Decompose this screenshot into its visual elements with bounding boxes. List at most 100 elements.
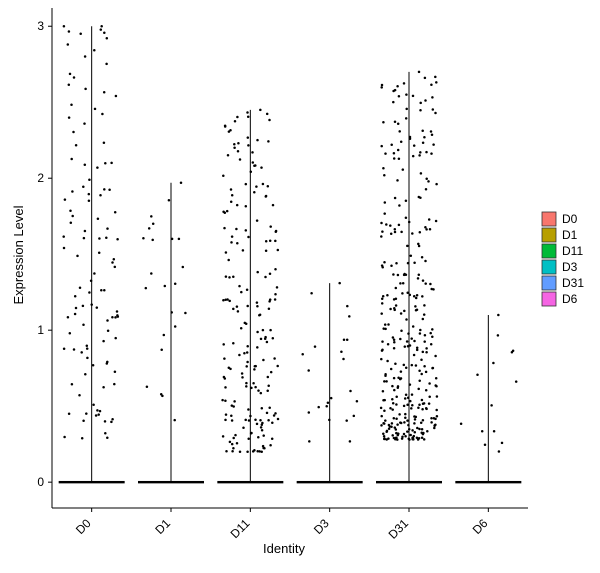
point-d31 <box>424 226 427 229</box>
legend-label-d1: D1 <box>562 228 578 242</box>
point-d0 <box>113 265 117 269</box>
point-d31 <box>413 422 416 425</box>
point-d31 <box>434 423 437 427</box>
point-d31 <box>397 432 400 436</box>
point-d31 <box>397 223 401 227</box>
point-d31 <box>418 231 422 234</box>
point-d31 <box>422 313 426 316</box>
point-d11 <box>266 375 270 379</box>
point-d11 <box>254 364 257 368</box>
point-d0 <box>105 62 108 66</box>
point-d31 <box>394 286 398 290</box>
point-d31 <box>402 432 406 436</box>
point-d11 <box>246 360 249 364</box>
point-d11 <box>229 128 232 132</box>
point-d31 <box>397 157 401 160</box>
x-tick-label: D11 <box>228 516 253 541</box>
point-d31 <box>419 196 422 199</box>
point-d0 <box>72 76 76 79</box>
point-d0 <box>66 43 70 46</box>
point-d31 <box>383 201 387 204</box>
point-d0 <box>102 385 105 389</box>
point-d31 <box>391 434 394 437</box>
point-d11 <box>256 330 259 334</box>
point-d0 <box>67 30 71 33</box>
point-d31 <box>392 347 396 350</box>
point-d11 <box>246 136 250 139</box>
point-d1 <box>151 222 155 226</box>
x-tick-label: D3 <box>311 516 332 537</box>
point-d31 <box>381 348 384 352</box>
point-d0 <box>91 363 95 367</box>
point-d31 <box>429 282 432 286</box>
point-d31 <box>406 261 410 265</box>
point-d31 <box>383 173 386 177</box>
point-d31 <box>393 426 397 429</box>
point-d31 <box>409 254 413 257</box>
point-d11 <box>273 298 277 301</box>
point-d31 <box>393 340 396 344</box>
point-d31 <box>415 348 419 352</box>
point-d11 <box>226 153 230 157</box>
point-d31 <box>384 152 387 155</box>
point-d0 <box>114 316 117 319</box>
point-d31 <box>434 354 437 358</box>
point-d0 <box>66 316 70 319</box>
point-d0 <box>82 323 85 326</box>
point-d11 <box>253 191 256 194</box>
point-d0 <box>78 393 81 397</box>
point-d3 <box>345 338 349 342</box>
point-d0 <box>106 436 109 440</box>
point-d31 <box>421 432 425 436</box>
point-d31 <box>401 168 405 171</box>
point-d1 <box>170 237 174 241</box>
point-d31 <box>410 337 413 340</box>
point-d31 <box>424 370 428 374</box>
axes: 0 1 2 3 D0 D1 D11 D3 D31 D6 <box>37 8 528 542</box>
point-d31 <box>425 177 428 181</box>
point-d31 <box>404 393 408 397</box>
point-d31 <box>395 417 398 421</box>
point-d11 <box>223 357 226 360</box>
point-d11 <box>265 411 269 415</box>
point-d0 <box>111 261 114 264</box>
point-max-d31 <box>417 70 421 74</box>
point-d0 <box>93 49 96 52</box>
point-d31 <box>425 351 428 354</box>
y-tick-label: 0 <box>37 475 44 489</box>
point-d11 <box>246 345 249 348</box>
point-d11 <box>276 364 279 368</box>
point-d31 <box>392 338 396 342</box>
point-d11 <box>256 270 259 274</box>
point-d1 <box>170 311 173 314</box>
point-d31 <box>408 344 412 347</box>
point-d3 <box>342 338 346 342</box>
y-axis-label: Expression Level <box>11 205 26 304</box>
point-d11 <box>259 426 263 429</box>
point-d0 <box>105 236 108 240</box>
point-d31 <box>423 333 427 337</box>
point-d0 <box>84 87 87 91</box>
point-d11 <box>250 431 253 435</box>
point-d11 <box>245 288 249 291</box>
point-d0 <box>116 315 120 318</box>
point-d11 <box>240 372 244 375</box>
point-d0 <box>100 289 103 292</box>
point-d11 <box>222 174 225 177</box>
point-d11 <box>235 227 238 231</box>
point-d31 <box>426 429 429 433</box>
point-d11 <box>257 389 260 392</box>
point-d0 <box>93 107 97 111</box>
point-d31 <box>382 432 385 435</box>
point-d31 <box>406 403 409 406</box>
point-d31 <box>392 100 395 104</box>
point-d0 <box>102 91 106 94</box>
point-d31 <box>395 262 398 265</box>
point-d31 <box>389 224 392 227</box>
point-d31 <box>421 419 425 422</box>
point-d31 <box>413 430 417 434</box>
point-d11 <box>255 301 259 304</box>
x-tick-label: D6 <box>470 516 491 537</box>
point-d31 <box>417 387 420 391</box>
point-d31 <box>421 317 425 321</box>
